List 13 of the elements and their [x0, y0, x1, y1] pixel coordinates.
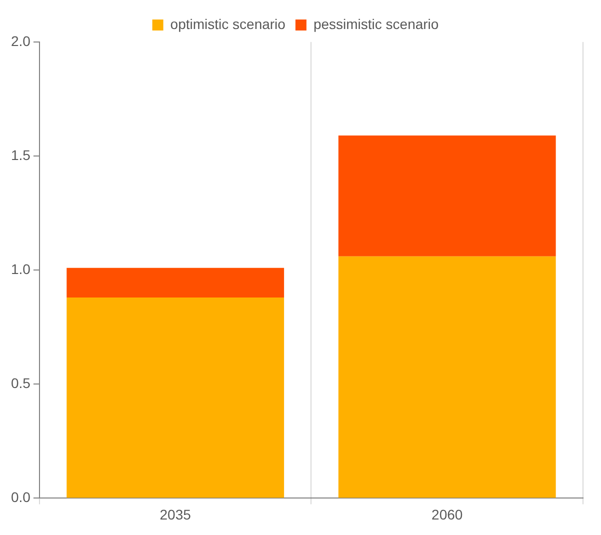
legend-label: optimistic scenario	[170, 16, 286, 32]
bar	[338, 256, 556, 498]
y-tick-label: 2.0	[10, 32, 31, 49]
bar	[66, 268, 284, 298]
bar	[66, 297, 284, 498]
y-tick-label: 0.5	[10, 375, 31, 392]
x-tick-label: 2035	[160, 506, 192, 522]
legend-label: pessimistic scenario	[313, 16, 439, 32]
x-tick-label: 2060	[432, 506, 463, 522]
y-tick-label: 1.5	[10, 146, 31, 163]
y-tick-label: 0.0	[10, 489, 31, 506]
y-tick-label: 1.0	[10, 260, 31, 277]
bar	[338, 136, 556, 256]
